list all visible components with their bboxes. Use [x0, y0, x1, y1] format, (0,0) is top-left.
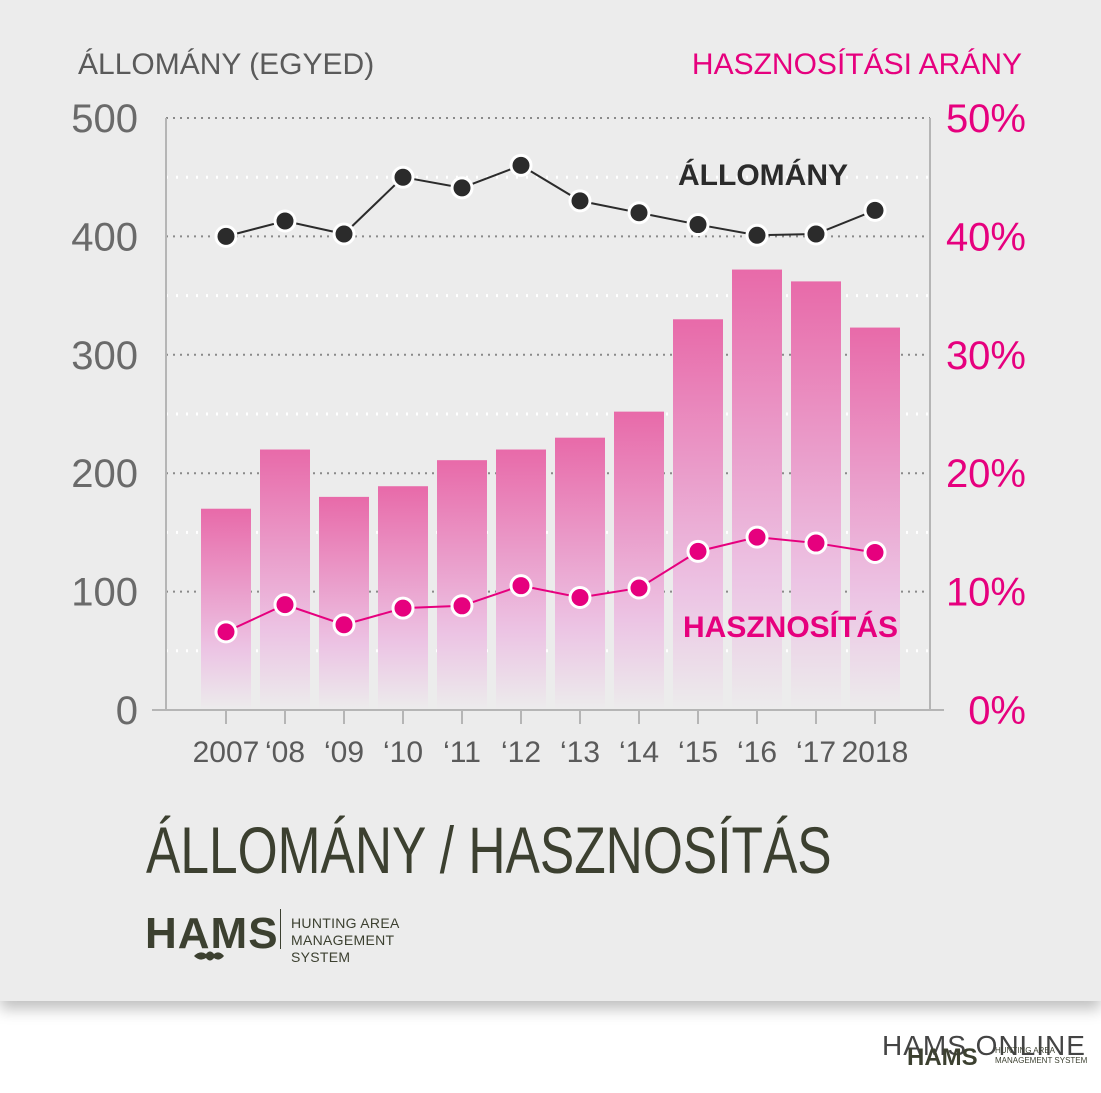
y-tick-label: 100 [71, 571, 138, 615]
page-title: ÁLLOMÁNY / HASZNOSÍTÁS [146, 813, 832, 887]
allomany-point [627, 201, 651, 225]
labels: ÁLLOMÁNY (EGYED) HASZNOSÍTÁSI ARÁNY ÁLLO… [78, 48, 1022, 644]
y2-tick-label: 50% [946, 97, 1026, 141]
bar [732, 269, 782, 710]
bar [555, 437, 605, 710]
y-tick-label: 200 [71, 452, 138, 496]
allomany-point [214, 224, 238, 248]
lines [214, 153, 887, 644]
logo-separator [280, 909, 281, 949]
chart: ÁLLOMÁNY (EGYED) HASZNOSÍTÁSI ARÁNY ÁLLO… [71, 48, 1026, 769]
hams-logo: HAMS HUNTING AREA MANAGEMENT SYSTEM [145, 905, 445, 975]
hasznositas-point [863, 541, 887, 565]
allomany-point [509, 153, 533, 177]
logo-line-1: HUNTING AREA [291, 915, 400, 931]
bar [260, 449, 310, 710]
logo-line-2: MANAGEMENT SYSTEM [291, 932, 395, 965]
x-tick-label: ‘17 [796, 736, 836, 769]
x-tick-label: ‘11 [443, 736, 481, 769]
y-tick-label: 500 [71, 97, 138, 141]
bar [791, 281, 841, 710]
x-tick-label: ‘08 [265, 736, 305, 769]
oak-leaf-icon [194, 951, 224, 961]
x-tick-label: ‘09 [324, 736, 364, 769]
bar [673, 319, 723, 710]
watermark-hams: HAMS [907, 1044, 978, 1071]
bar [850, 327, 900, 710]
series-label-hasznositas: HASZNOSÍTÁS [683, 610, 898, 644]
hasznositas-point [509, 574, 533, 598]
x-tick-label: 2018 [842, 736, 909, 769]
hasznositas-point [568, 586, 592, 610]
x-tick-label: ‘15 [678, 736, 718, 769]
allomany-point [863, 198, 887, 222]
allomany-point [391, 165, 415, 189]
x-tick-label: ‘16 [737, 736, 777, 769]
watermark-line-2: MANAGEMENT SYSTEM [995, 1056, 1088, 1065]
y2-tick-label: 0% [968, 689, 1026, 733]
hasznositas-point [745, 525, 769, 549]
watermark: HAMS ONLINE HAMS HUNTING AREA MANAGEMENT… [882, 1030, 1092, 1080]
tick-labels: 2007 ‘08 ‘09 ‘10 ‘11 ‘12 ‘13 ‘14 ‘15 ‘16 ‘17 2018 0 1… [71, 97, 1026, 769]
series-label-allomany: ÁLLOMÁNY [678, 158, 848, 192]
allomany-point [804, 222, 828, 246]
x-tick-label: ‘14 [619, 736, 659, 769]
right-axis-label: HASZNOSÍTÁSI ARÁNY [692, 48, 1022, 81]
allomany-point [686, 213, 710, 237]
hasznositas-point [686, 539, 710, 563]
hasznositas-point [273, 593, 297, 617]
watermark-line-1: HUNTING AREA [995, 1046, 1056, 1055]
hasznositas-point [332, 613, 356, 637]
x-tick-label: ‘12 [501, 736, 541, 769]
y2-tick-label: 30% [946, 334, 1026, 378]
y2-tick-label: 40% [946, 215, 1026, 259]
allomany-point [745, 223, 769, 247]
hasznositas-point [804, 531, 828, 555]
bar [319, 496, 369, 710]
y-tick-label: 400 [71, 215, 138, 259]
bar [437, 460, 487, 710]
hasznositas-point [391, 596, 415, 620]
bar [614, 411, 664, 710]
x-tick-label: ‘13 [560, 736, 600, 769]
logo-subtitle: HUNTING AREA MANAGEMENT SYSTEM [291, 915, 445, 966]
y-tick-label: 300 [71, 334, 138, 378]
x-tick-label: 2007 [193, 736, 260, 769]
allomany-point [450, 176, 474, 200]
watermark-text: HAMS ONLINE [882, 1030, 1086, 1061]
x-tick-label: ‘10 [383, 736, 423, 769]
bar [201, 508, 251, 710]
allomany-point [273, 209, 297, 233]
left-axis-label: ÁLLOMÁNY (EGYED) [78, 48, 374, 81]
allomany-point [568, 189, 592, 213]
allomany-point [332, 222, 356, 246]
watermark-subtitle: HUNTING AREA MANAGEMENT SYSTEM [995, 1046, 1087, 1066]
logo-wordmark: HAMS [145, 909, 279, 958]
y-tick-label: 0 [116, 689, 138, 733]
y2-tick-label: 20% [946, 452, 1026, 496]
chart-card: ÁLLOMÁNY (EGYED) HASZNOSÍTÁSI ARÁNY ÁLLO… [0, 0, 1101, 1001]
y2-tick-label: 10% [946, 571, 1026, 615]
hasznositas-point [627, 576, 651, 600]
hasznositas-point [214, 620, 238, 644]
hasznositas-point [450, 594, 474, 618]
